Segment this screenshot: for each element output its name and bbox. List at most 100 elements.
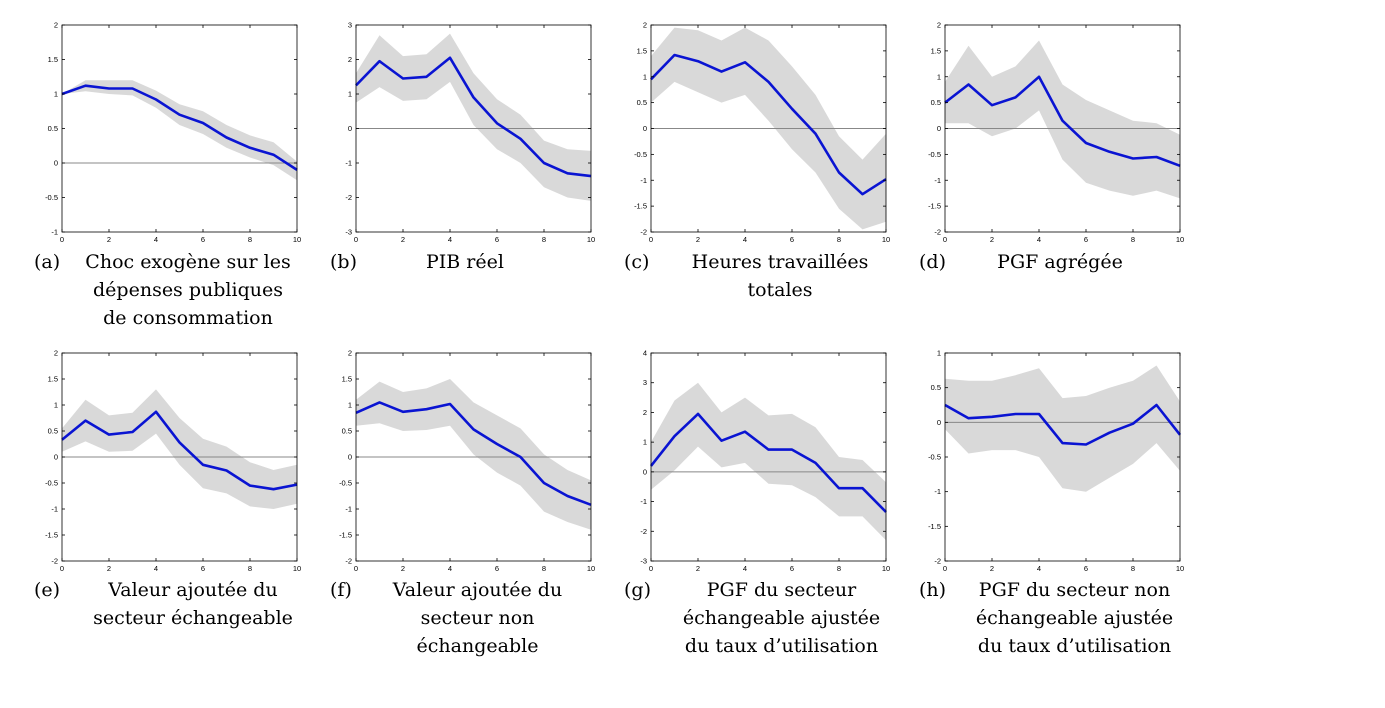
confidence-band xyxy=(356,33,591,201)
x-tick-label: 6 xyxy=(201,235,205,244)
x-tick-label: 4 xyxy=(1037,235,1041,244)
caption-line: échangeable ajustée xyxy=(682,607,881,629)
caption-letter: (d) xyxy=(919,251,946,273)
x-tick-label: 6 xyxy=(790,564,794,573)
y-tick-label: 0 xyxy=(643,467,647,476)
caption-letter: (a) xyxy=(34,251,61,273)
y-tick-label: 0 xyxy=(54,453,58,462)
chart-panel-e: -2 -1.5 -1 -0.5 0 0.5 1 1.5 2 0 2 4 6 8 10 xyxy=(22,343,307,576)
y-tick-label: 2 xyxy=(348,55,352,64)
caption-line: totales xyxy=(747,279,813,301)
response-line xyxy=(944,403,1182,446)
y-tick-label: -1 xyxy=(934,487,941,496)
chart-panel-h: -2 -1.5 -1 -0.5 0 0.5 1 0 2 4 6 8 10 xyxy=(905,343,1190,576)
response-line xyxy=(355,56,592,178)
chart-panel-a: -1 -0.5 0 0.5 1 1.5 2 0 2 4 6 8 10 xyxy=(22,15,307,247)
y-tick-label: 2 xyxy=(643,21,647,30)
x-tick-label: 10 xyxy=(587,235,595,244)
x-tick-label: 0 xyxy=(60,564,64,573)
caption-line: PGF du secteur xyxy=(706,579,857,601)
caption-line: secteur échangeable xyxy=(93,607,293,629)
y-tick-label: 0 xyxy=(937,124,941,133)
x-tick-label: 8 xyxy=(248,235,252,244)
y-tick-label: -0.5 xyxy=(45,193,58,202)
confidence-band xyxy=(651,27,886,230)
y-tick-label: 1.5 xyxy=(342,375,352,384)
y-tick-label: 0 xyxy=(937,418,941,427)
chart-svg-b: -3 -2 -1 0 1 2 3 0 2 4 6 8 10 xyxy=(345,21,595,245)
x-tick-label: 6 xyxy=(1084,235,1088,244)
y-tick-label: -2 xyxy=(51,557,58,566)
caption-letter: (c) xyxy=(624,251,650,273)
caption-letter: (e) xyxy=(34,579,61,601)
caption-b: (b) PIB réel xyxy=(330,248,540,276)
caption-line: de consommation xyxy=(103,307,273,329)
confidence-band xyxy=(62,80,297,181)
x-tick-label: 6 xyxy=(201,564,205,573)
response-line xyxy=(649,412,887,513)
x-tick-label: 6 xyxy=(495,564,499,573)
y-tick-label: 1 xyxy=(643,72,647,81)
y-tick-label: -2 xyxy=(934,228,941,237)
x-tick-label: 0 xyxy=(649,564,653,573)
x-tick-label: 2 xyxy=(107,235,111,244)
x-tick-label: 10 xyxy=(1176,235,1184,244)
caption-line: secteur non xyxy=(420,607,535,629)
y-tick-label: 1.5 xyxy=(48,55,58,64)
confidence-band xyxy=(62,389,297,509)
confidence-band xyxy=(651,382,886,541)
y-tick-label: 2 xyxy=(937,21,941,30)
x-tick-label: 0 xyxy=(60,235,64,244)
x-tick-label: 10 xyxy=(293,564,301,573)
chart-svg-f: -2 -1.5 -1 -0.5 0 0.5 1 1.5 2 0 2 4 6 8 10 xyxy=(339,349,595,574)
x-tick-label: 2 xyxy=(990,564,994,573)
y-tick-label: -2 xyxy=(934,557,941,566)
x-tick-label: 2 xyxy=(401,235,405,244)
y-tick-label: 4 xyxy=(643,349,647,358)
x-tick-label: 2 xyxy=(696,235,700,244)
x-tick-label: 2 xyxy=(990,235,994,244)
y-tick-label: -1.5 xyxy=(928,202,941,211)
y-tick-label: 2 xyxy=(54,21,58,30)
chart-panel-g: -3 -2 -1 0 1 2 3 4 0 2 4 6 8 10 xyxy=(611,343,896,576)
x-tick-label: 0 xyxy=(943,235,947,244)
y-tick-label: 1 xyxy=(937,349,941,358)
x-tick-label: 4 xyxy=(448,564,452,573)
caption-line: PIB réel xyxy=(426,251,504,273)
y-tick-label: -1.5 xyxy=(928,522,941,531)
y-tick-label: 1.5 xyxy=(931,46,941,55)
y-tick-label: -0.5 xyxy=(45,479,58,488)
y-tick-label: -1.5 xyxy=(634,202,647,211)
y-tick-label: 0 xyxy=(348,124,352,133)
x-tick-label: 8 xyxy=(837,235,841,244)
x-tick-label: 6 xyxy=(495,235,499,244)
y-tick-label: -1 xyxy=(51,228,58,237)
x-tick-label: 8 xyxy=(542,564,546,573)
y-tick-label: 0 xyxy=(54,159,58,168)
y-tick-label: 3 xyxy=(348,21,352,30)
x-tick-label: 10 xyxy=(882,235,890,244)
response-line xyxy=(944,75,1181,168)
y-tick-label: -0.5 xyxy=(928,453,941,462)
x-tick-label: 10 xyxy=(882,564,890,573)
x-tick-label: 0 xyxy=(649,235,653,244)
y-tick-label: 1 xyxy=(54,401,58,410)
y-tick-label: 0.5 xyxy=(48,427,58,436)
x-tick-label: 4 xyxy=(1037,564,1041,573)
x-tick-label: 0 xyxy=(354,564,358,573)
caption-line: Heures travaillées xyxy=(691,251,869,273)
caption-line: Valeur ajoutée du xyxy=(392,579,563,601)
y-tick-label: 1 xyxy=(348,90,352,99)
x-tick-label: 2 xyxy=(401,564,405,573)
x-tick-label: 8 xyxy=(1131,235,1135,244)
axes-frame xyxy=(61,24,298,233)
y-tick-label: 1 xyxy=(54,90,58,99)
response-line xyxy=(355,401,592,507)
caption-f: (f) Valeur ajoutée du secteur non échangeab… xyxy=(330,576,585,660)
y-tick-label: -0.5 xyxy=(928,150,941,159)
y-tick-label: 0.5 xyxy=(342,427,352,436)
axes-frame xyxy=(650,352,887,562)
y-tick-label: -2 xyxy=(345,557,352,566)
x-tick-label: 8 xyxy=(248,564,252,573)
x-tick-label: 4 xyxy=(743,235,747,244)
